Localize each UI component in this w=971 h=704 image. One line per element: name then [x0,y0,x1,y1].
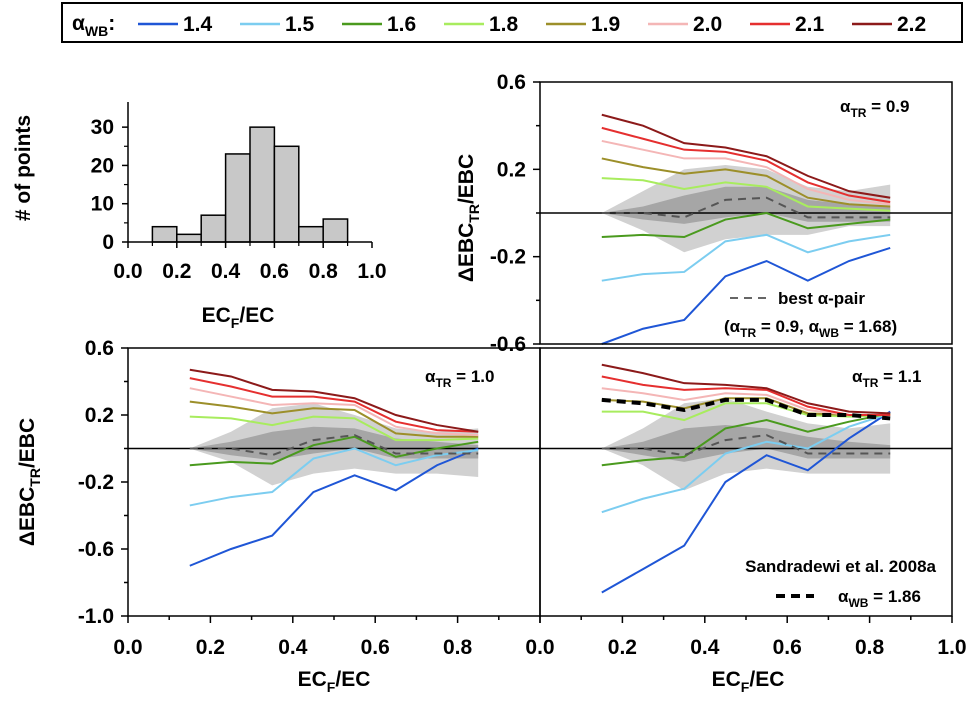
legend-label-1.8: 1.8 [489,13,519,36]
series-line-1.8 [189,415,479,442]
y-tick-label: 0.2 [497,158,526,181]
x-tick-label: 1.0 [937,636,966,659]
band-inner [601,186,891,224]
panel-0-9-annotation: αTR = 0.9 [840,97,909,120]
histogram-x-tick-label: 0.6 [260,260,289,283]
series-line-2.0 [601,139,891,206]
histogram-y-tick-label: 0 [102,231,114,254]
histogram-bar [151,225,178,243]
series-line-2.2 [601,113,891,199]
histogram-x-tick-label: 0.8 [309,260,339,283]
series-line-2.1 [601,126,891,204]
best-pair-line [601,434,891,457]
x-tick-label: 0.2 [608,636,637,659]
series-line-1.8 [601,177,891,212]
panel-1-0-y-label: ΔEBCTR/EBC [16,418,43,546]
best-pair-legend-text: best α-pair [778,289,865,308]
best-pair-values: (αTR = 0.9, αWB = 1.68) [724,317,897,340]
panel-alpha-tr-1-1: αTR = 1.1 Sandradewi et al. 2008a αWB = … [525,347,967,695]
histogram-x-tick-label: 0.4 [211,260,241,283]
best-pair-line [189,434,479,457]
x-tick-label: 0.4 [690,636,720,659]
x-tick-label: 0.4 [278,636,308,659]
histogram-y-tick-label: 30 [91,116,114,139]
histogram-bar [176,233,202,243]
series-line-1.9 [189,400,479,438]
y-tick-label: -0.6 [78,538,114,561]
legend-label-1.5: 1.5 [285,13,315,36]
histogram-x-tick-label: 1.0 [357,260,386,283]
series-line-1.9 [601,157,891,208]
histogram-bar [200,214,227,243]
x-tick-label: 0.2 [196,636,225,659]
histogram-y-tick-label: 10 [91,193,114,216]
legend-frame [61,2,963,43]
legend-label-1.6: 1.6 [387,13,416,36]
legend: αWB: 1.4 1.5 1.6 1.8 1.9 2.0 2.1 2.2 [61,2,963,43]
y-tick-label: -0.2 [490,246,526,269]
panel-1-0-x-label: ECF/EC [298,668,371,695]
sandradewi-line [601,397,891,421]
series-line-1.4 [189,447,479,567]
panel-0-9-y-label: ΔEBCTR/EBC [455,154,482,282]
x-tick-label: 0.0 [113,636,142,659]
panel-0-9-frame [539,81,953,345]
histogram-y-tick-label: 20 [91,154,114,177]
y-tick-label: -0.2 [78,471,114,494]
x-tick-label: 0.6 [361,636,390,659]
y-tick-label: 0.6 [85,337,114,360]
series-line-1.5 [601,233,891,282]
panel-1-0-annotation: αTR = 1.0 [425,367,494,390]
series-line-1.5 [601,412,891,514]
legend-label-1.4: 1.4 [183,13,213,36]
panel-alpha-tr-1-0: ΔEBCTR/EBC αTR = 1.0 ECF/EC 0.6 0.2 -0.2 -0… [16,337,541,695]
histogram-bar [298,225,324,243]
series-line-1.4 [601,410,891,594]
histogram-x-tick-label: 0.0 [113,260,142,283]
legend-label-2.1: 2.1 [795,13,825,36]
series-line-2.1 [189,377,479,433]
series-line-1.6 [189,435,479,467]
legend-title: αWB: [72,12,115,39]
y-tick-label: -0.6 [490,333,526,356]
x-tick-label: 0.8 [443,636,473,659]
series-line-1.6 [601,412,891,467]
histogram-bar [273,145,300,243]
series-line-1.6 [601,211,891,239]
band-inner [189,426,479,461]
histogram-bar [224,153,251,243]
y-tick-label: 0.2 [85,404,114,427]
panel-1-1-annotation: αTR = 1.1 [852,367,921,390]
y-tick-label: -1.0 [78,605,114,628]
histogram-x-label: ECF/EC [202,304,275,331]
histogram-bar [322,218,349,243]
histogram-x-tick-label: 0.2 [162,260,191,283]
histogram-bar [249,126,276,243]
sandradewi-legend-text: αWB = 1.86 [838,587,921,610]
histogram-panel: # of points ECF/EC 0.0 0.2 0.4 0.6 0.8 1.0 0 10… [12,102,387,331]
series-line-2.2 [601,363,891,415]
histogram-y-label: # of points [12,115,35,221]
best-pair-line [601,196,891,219]
series-line-1.4 [601,246,891,345]
legend-label-1.9: 1.9 [591,13,620,36]
series-line-1.5 [189,447,479,507]
x-tick-label: 0.8 [855,636,885,659]
x-tick-label: 0.0 [525,636,554,659]
series-line-2.0 [189,387,479,437]
legend-entries: 1.4 1.5 1.6 1.8 1.9 2.0 2.1 2.2 [138,13,926,36]
series-line-2.2 [189,368,479,433]
panel-1-1-x-label: ECF/EC [712,668,785,695]
x-tick-label: 0.6 [773,636,802,659]
panel-1-1-frame [539,347,953,617]
legend-label-2.2: 2.2 [897,13,926,36]
sandradewi-title: Sandradewi et al. 2008a [745,557,936,576]
y-tick-label: 0.6 [497,71,526,94]
legend-label-2.0: 2.0 [693,13,722,36]
panel-alpha-tr-0-9: ΔEBCTR/EBC αTR = 0.9 best α-pair (αTR = … [455,71,953,356]
